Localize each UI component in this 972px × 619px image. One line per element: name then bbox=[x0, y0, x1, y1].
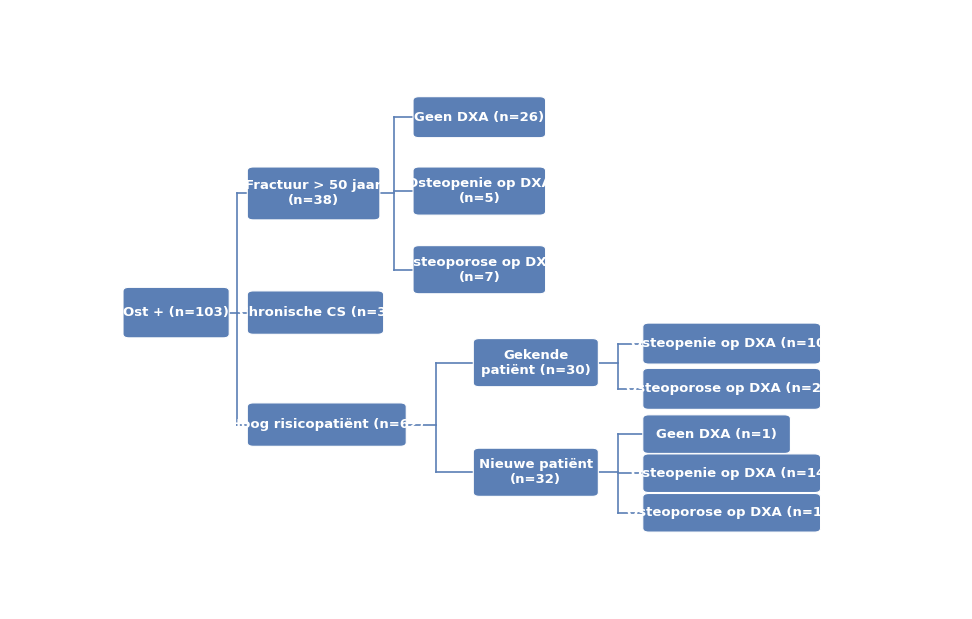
FancyBboxPatch shape bbox=[642, 415, 790, 454]
Text: Ost + (n=103): Ost + (n=103) bbox=[123, 306, 229, 319]
FancyBboxPatch shape bbox=[473, 448, 599, 496]
FancyBboxPatch shape bbox=[247, 291, 384, 334]
Text: Osteoporose op DXA (n=17): Osteoporose op DXA (n=17) bbox=[627, 506, 837, 519]
FancyBboxPatch shape bbox=[247, 167, 380, 220]
Text: Osteoporose op DXA
(n=7): Osteoporose op DXA (n=7) bbox=[402, 256, 557, 284]
FancyBboxPatch shape bbox=[413, 246, 545, 294]
FancyBboxPatch shape bbox=[642, 493, 820, 532]
Text: Gekende
patiënt (n=30): Gekende patiënt (n=30) bbox=[481, 348, 591, 376]
Text: Osteopenie op DXA
(n=5): Osteopenie op DXA (n=5) bbox=[407, 177, 552, 205]
Text: Fractuur > 50 jaar
(n=38): Fractuur > 50 jaar (n=38) bbox=[246, 180, 382, 207]
FancyBboxPatch shape bbox=[642, 323, 820, 364]
Text: Chronische CS (n=3): Chronische CS (n=3) bbox=[239, 306, 393, 319]
FancyBboxPatch shape bbox=[473, 339, 599, 387]
Text: Osteopenie op DXA (n=14): Osteopenie op DXA (n=14) bbox=[632, 467, 832, 480]
Text: Osteoporose op DXA (n=20): Osteoporose op DXA (n=20) bbox=[627, 383, 837, 396]
FancyBboxPatch shape bbox=[413, 97, 545, 137]
Text: Osteopenie op DXA (n=10): Osteopenie op DXA (n=10) bbox=[632, 337, 832, 350]
Text: Geen DXA (n=1): Geen DXA (n=1) bbox=[656, 428, 777, 441]
Text: Geen DXA (n=26): Geen DXA (n=26) bbox=[414, 111, 544, 124]
Text: Nieuwe patiënt
(n=32): Nieuwe patiënt (n=32) bbox=[479, 458, 593, 487]
Text: Hoog risicopatiënt (n=62): Hoog risicopatiënt (n=62) bbox=[229, 418, 424, 431]
FancyBboxPatch shape bbox=[123, 287, 229, 338]
FancyBboxPatch shape bbox=[247, 403, 406, 446]
FancyBboxPatch shape bbox=[642, 368, 820, 409]
FancyBboxPatch shape bbox=[413, 167, 545, 215]
FancyBboxPatch shape bbox=[642, 454, 820, 493]
